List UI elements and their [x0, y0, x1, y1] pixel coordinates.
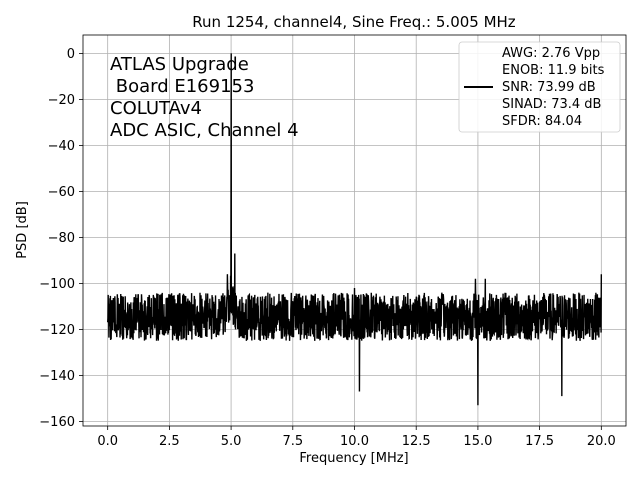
annotation-line-4: ADC ASIC, Channel 4: [110, 120, 299, 141]
psd-trace: [106, 53, 603, 406]
x-axis-label: Frequency [MHz]: [299, 451, 408, 466]
y-tick-label: −40: [48, 139, 75, 154]
x-tick-label: 17.5: [525, 434, 554, 449]
y-axis-ticks: 0 −20 −40 −60 −80 −100 −120 −140 −160: [39, 47, 83, 430]
annotation-line-2: Board E169153: [110, 76, 254, 97]
grid: [83, 35, 626, 426]
y-tick-label: 0: [67, 47, 75, 62]
x-axis-ticks: 0.0 2.5 5.0 7.5 10.0 12.5 15.0 17.5 20.0: [97, 426, 616, 449]
x-tick-label: 7.5: [282, 434, 303, 449]
x-tick-label: 15.0: [463, 434, 492, 449]
x-tick-label: 12.5: [402, 434, 431, 449]
x-tick-label: 5.0: [221, 434, 242, 449]
annotation-text: ATLAS Upgrade Board E169153 COLUTAv4 ADC…: [110, 54, 299, 141]
chart-title: Run 1254, channel4, Sine Freq.: 5.005 MH…: [192, 13, 516, 31]
legend: AWG: 2.76 Vpp ENOB: 11.9 bits SNR: 73.99…: [458, 41, 621, 133]
legend-box: [458, 41, 621, 133]
x-tick-label: 2.5: [159, 434, 180, 449]
annotation-line-3: COLUTAv4: [110, 98, 202, 119]
legend-entry-snr: SNR: 73.99 dB: [502, 80, 596, 95]
legend-entry-awg: AWG: 2.76 Vpp: [502, 46, 600, 61]
x-tick-label: 0.0: [97, 434, 118, 449]
y-tick-label: −80: [48, 231, 75, 246]
y-axis-label: PSD [dB]: [15, 201, 30, 259]
y-tick-label: −60: [48, 185, 75, 200]
x-tick-label: 20.0: [587, 434, 616, 449]
legend-entry-sinad: SINAD: 73.4 dB: [502, 97, 601, 112]
y-tick-label: −20: [48, 93, 75, 108]
y-tick-label: −120: [39, 323, 75, 338]
x-tick-label: 10.0: [340, 434, 369, 449]
psd-trace-layer: [106, 53, 603, 406]
legend-entry-enob: ENOB: 11.9 bits: [502, 63, 605, 78]
y-tick-label: −140: [39, 369, 75, 384]
y-tick-label: −160: [39, 415, 75, 430]
annotation-line-1: ATLAS Upgrade: [110, 54, 249, 75]
legend-entry-sfdr: SFDR: 84.04: [502, 114, 582, 129]
y-tick-label: −100: [39, 277, 75, 292]
